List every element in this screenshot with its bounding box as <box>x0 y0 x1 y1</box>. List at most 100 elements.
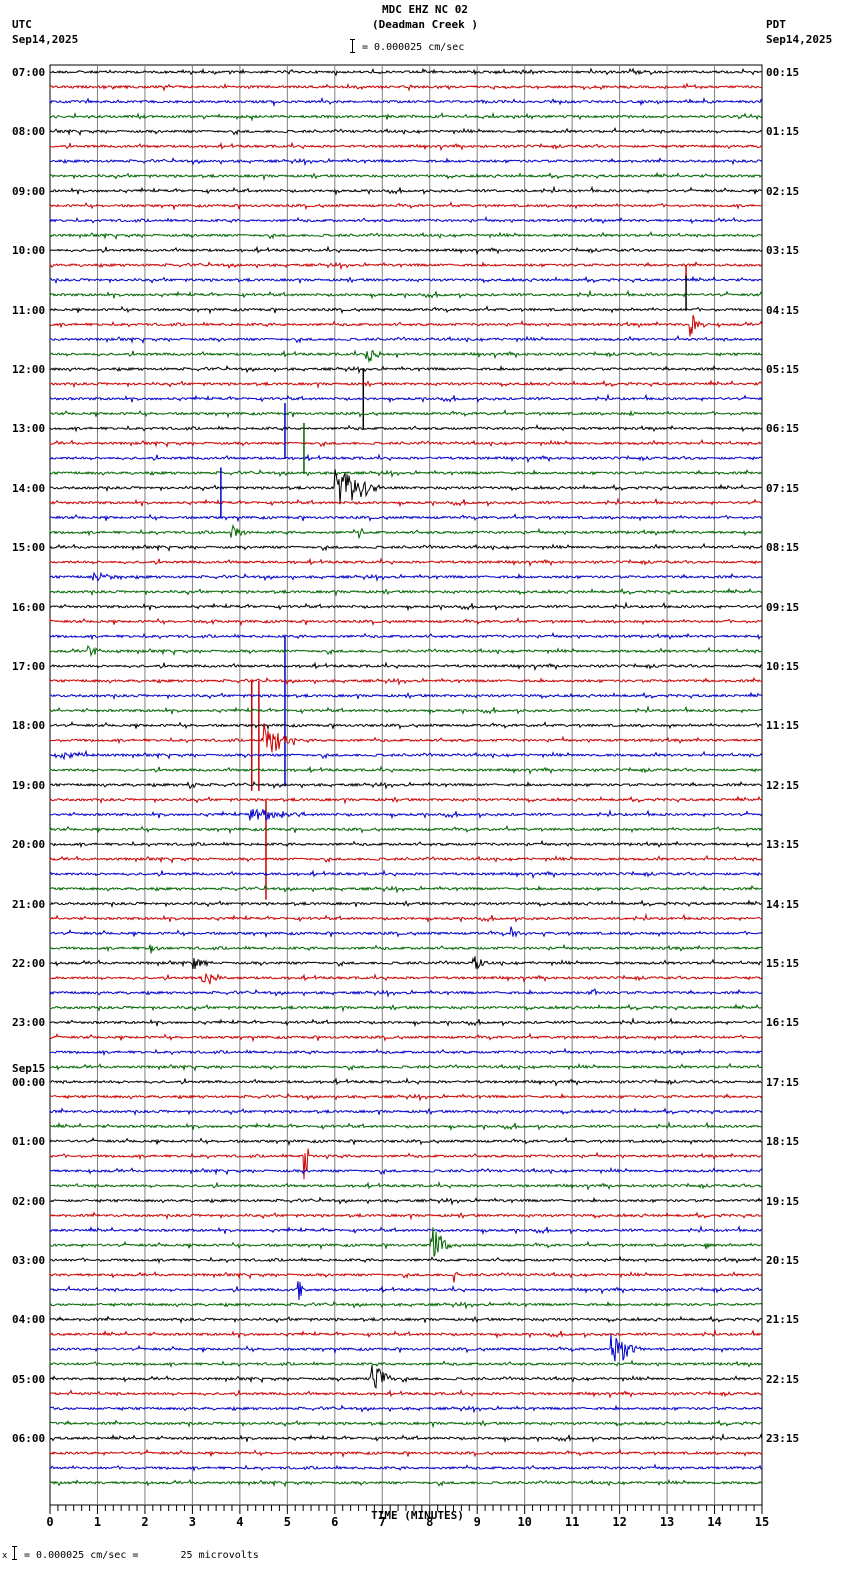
x-tick-label: 1 <box>94 1515 101 1529</box>
pdt-hour-label: 12:15 <box>766 778 800 792</box>
trace <box>49 571 763 583</box>
pdt-hour-label: 11:15 <box>766 719 800 733</box>
trace <box>49 1432 763 1444</box>
trace <box>49 1148 763 1180</box>
utc-hour-label: 04:00 <box>12 1313 46 1327</box>
trace <box>49 943 763 954</box>
x-tick-label: 10 <box>517 1515 531 1529</box>
x-tick-label: 2 <box>141 1515 148 1529</box>
x-tick-label: 13 <box>660 1515 674 1529</box>
x-tick-label: 9 <box>474 1515 481 1529</box>
trace <box>49 201 763 211</box>
right-timezone: PDT <box>766 18 786 31</box>
pdt-hour-label: 21:15 <box>766 1313 800 1327</box>
footer-scale-bar-icon <box>14 1546 15 1560</box>
footer-prefix: x <box>2 1551 8 1561</box>
pdt-hour-label: 07:15 <box>766 481 800 495</box>
trace <box>49 67 763 77</box>
pdt-hour-label: 09:15 <box>766 600 800 614</box>
utc-hour-label: 22:00 <box>12 957 46 970</box>
x-tick-label: 12 <box>612 1515 626 1529</box>
trace <box>49 513 763 523</box>
trace <box>49 157 763 167</box>
pdt-hour-label: 19:15 <box>766 1194 800 1208</box>
trace <box>49 869 763 879</box>
pdt-hour-label: 08:15 <box>766 541 800 555</box>
x-tick-label: 8 <box>426 1515 433 1529</box>
trace <box>49 661 763 672</box>
utc-hour-label: 09:00 <box>12 184 46 198</box>
utc-hour-label: 21:00 <box>12 897 46 911</box>
trace <box>49 497 763 508</box>
utc-hour-label: 03:00 <box>12 1254 46 1267</box>
trace <box>49 315 763 337</box>
trace <box>49 275 763 285</box>
trace <box>49 1032 763 1043</box>
x-tick-label: 7 <box>379 1515 386 1529</box>
footer-scale-cap-bottom <box>12 1559 17 1560</box>
scale-bar-cap-bottom <box>350 52 355 53</box>
trace <box>49 676 763 686</box>
pdt-hour-label: 05:15 <box>766 363 800 376</box>
pdt-hour-label: 22:15 <box>766 1372 800 1386</box>
trace <box>49 1062 763 1072</box>
trace <box>49 601 763 612</box>
trace <box>49 765 763 775</box>
trace <box>49 230 763 241</box>
trace <box>49 1281 763 1301</box>
pdt-hour-label: 04:15 <box>766 303 800 317</box>
utc-hour-label: 13:00 <box>12 422 46 436</box>
utc-hour-label: 10:00 <box>12 244 46 258</box>
station-location: (Deadman Creek ) <box>372 18 478 31</box>
trace <box>49 899 763 909</box>
utc-hour-label: 20:00 <box>12 838 46 852</box>
trace <box>49 723 763 753</box>
x-tick-label: 14 <box>707 1515 721 1529</box>
x-tick-label: 11 <box>565 1515 579 1529</box>
trace <box>49 409 763 419</box>
trace <box>49 1107 763 1116</box>
trace <box>49 808 763 821</box>
trace <box>49 141 763 152</box>
trace <box>49 1478 763 1488</box>
pdt-hour-label: 17:15 <box>766 1075 800 1089</box>
trace <box>49 261 763 271</box>
pdt-hour-label: 00:15 <box>766 66 800 79</box>
pdt-hour-label: 03:15 <box>766 244 800 258</box>
trace <box>49 988 763 998</box>
trace <box>49 468 763 479</box>
trace <box>49 289 763 300</box>
pdt-hour-label: 23:15 <box>766 1432 800 1446</box>
trace <box>49 126 763 137</box>
pdt-hour-label: 20:15 <box>766 1254 800 1267</box>
trace <box>49 926 763 939</box>
utc-hour-label: 01:00 <box>12 1135 46 1149</box>
trace <box>49 1136 763 1147</box>
pdt-hour-label: 02:15 <box>766 184 800 198</box>
trace <box>49 587 763 597</box>
footer-scale-legend: = 0.000025 cm/sec = 25 microvolts <box>24 1550 259 1561</box>
trace <box>49 1047 763 1057</box>
trace <box>49 720 762 731</box>
trace <box>49 691 763 701</box>
trace <box>49 631 763 641</box>
trace <box>49 453 763 464</box>
trace <box>49 1077 763 1087</box>
trace <box>49 423 763 433</box>
utc-hour-label: 00:00 <box>12 1075 46 1089</box>
trace <box>49 616 762 627</box>
scale-legend: = 0.000025 cm/sec <box>362 42 465 53</box>
trace <box>49 1003 763 1013</box>
scale-bar-cap-top <box>350 39 355 40</box>
trace <box>49 973 763 985</box>
utc-hour-label: 11:00 <box>12 303 46 317</box>
trace <box>49 542 763 552</box>
x-tick-label: 4 <box>236 1515 243 1529</box>
trace <box>49 795 763 805</box>
trace <box>49 1404 763 1414</box>
utc-hour-label: 02:00 <box>12 1194 46 1208</box>
trace <box>49 1463 763 1472</box>
trace <box>49 349 763 364</box>
trace <box>49 780 763 790</box>
